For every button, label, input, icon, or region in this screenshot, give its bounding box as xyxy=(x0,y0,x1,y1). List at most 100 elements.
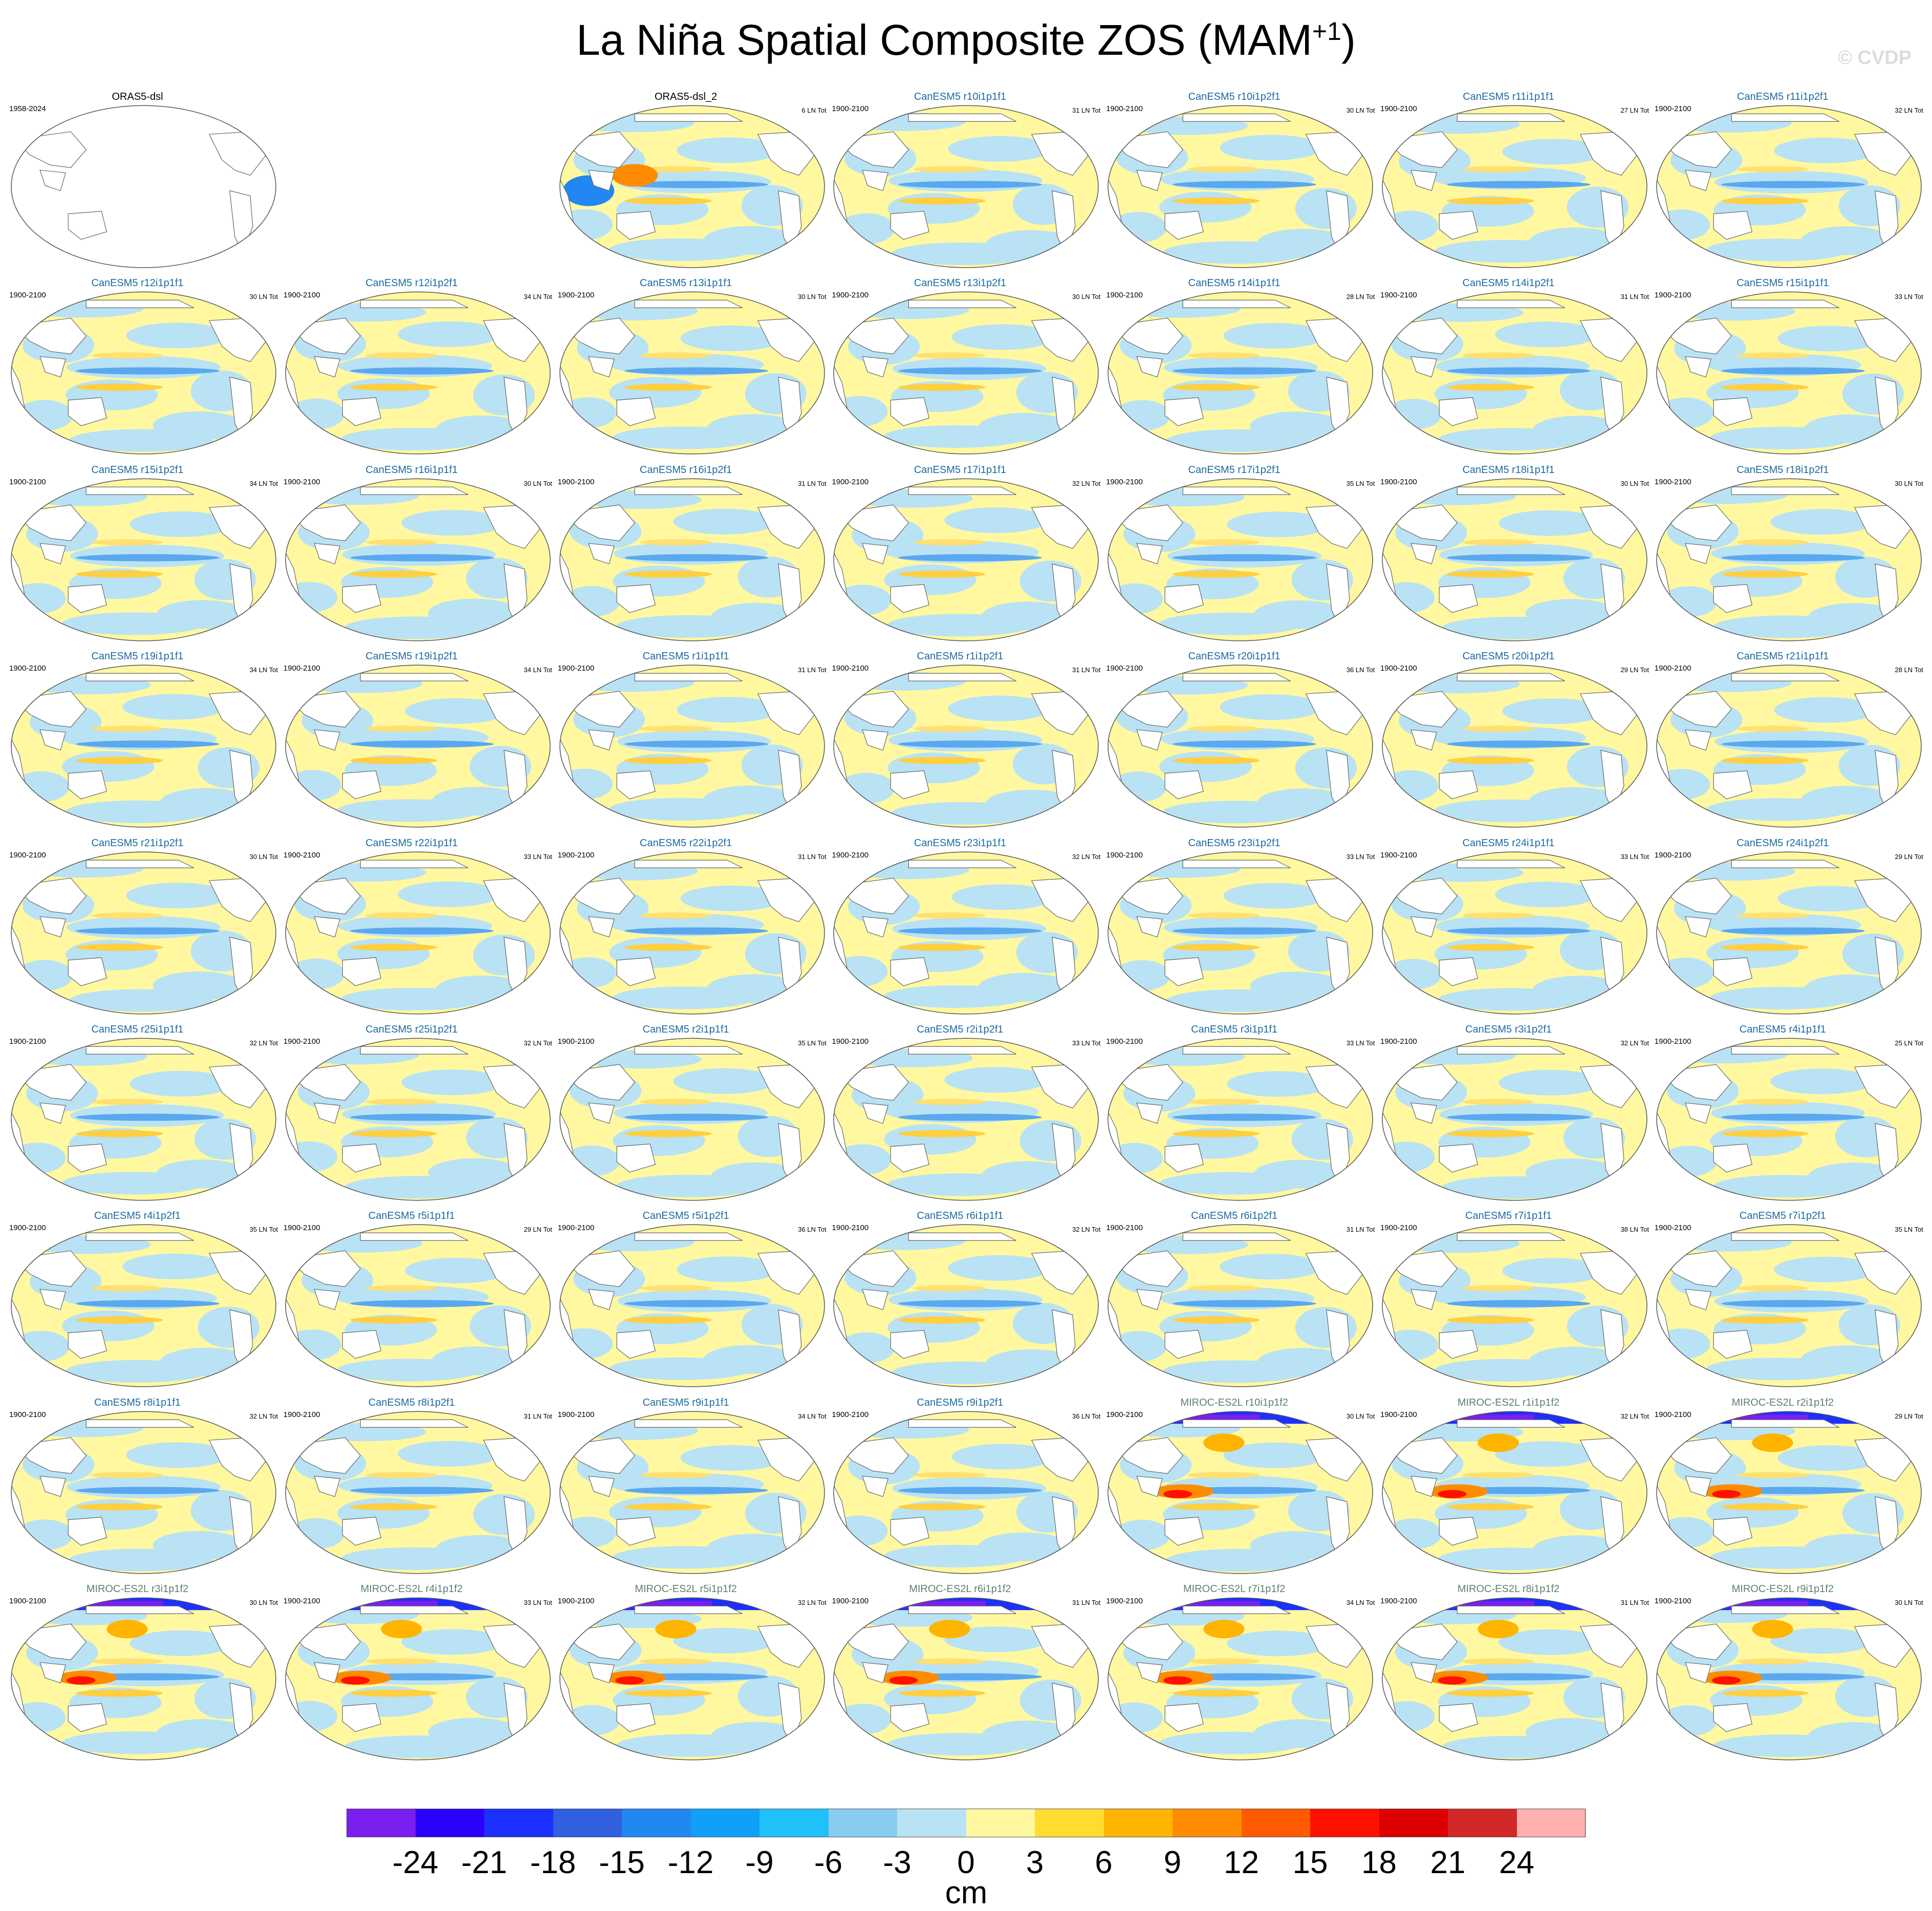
landmass xyxy=(588,543,615,565)
panel-event-count: 35 LN Tot xyxy=(798,1039,827,1047)
panel-title: CanESM5 r23i1p2f1 xyxy=(1188,837,1280,849)
map-plot xyxy=(285,1597,551,1760)
warm-anomaly-band xyxy=(1721,1503,1809,1511)
landmass xyxy=(1410,543,1437,565)
equatorial-anomaly-band xyxy=(898,367,1043,375)
negative-anomaly-region xyxy=(612,986,756,1009)
negative-anomaly-region xyxy=(1438,1548,1582,1571)
warm-anomaly-band xyxy=(365,912,438,919)
panel-year-range: 1900-2100 xyxy=(1654,1597,1691,1606)
negative-anomaly-region xyxy=(612,1545,756,1569)
landmass xyxy=(342,584,381,613)
landmass xyxy=(342,1516,381,1546)
landmass xyxy=(588,1102,615,1124)
warm-anomaly-core xyxy=(1478,1620,1519,1639)
negative-anomaly-region xyxy=(951,324,1055,350)
map-frame xyxy=(1656,664,1922,828)
warm-anomaly-core xyxy=(655,1620,697,1639)
map-frame xyxy=(559,1597,825,1760)
panel-year-range: 1900-2100 xyxy=(9,1597,46,1606)
map-plot xyxy=(833,664,1099,828)
warm-anomaly-band xyxy=(365,1658,438,1665)
panel-year-range: 1900-2100 xyxy=(1380,477,1417,486)
map-panel: CanESM5 r11i1p2f1 1900-2100 32 LN Tot xyxy=(1645,91,1923,278)
warm-anomaly-band xyxy=(1188,1099,1260,1105)
landmass xyxy=(1164,1703,1204,1732)
negative-anomaly-region xyxy=(888,729,1043,752)
negative-anomaly-region xyxy=(1382,210,1439,242)
coastline xyxy=(13,131,87,168)
negative-anomaly-region xyxy=(1159,1172,1303,1195)
landmass xyxy=(616,397,656,426)
map-plot xyxy=(559,1411,825,1574)
landmass xyxy=(588,916,615,937)
landmass xyxy=(85,486,194,495)
warm-anomaly-band xyxy=(1736,352,1809,359)
panel-event-count: 32 LN Tot xyxy=(249,1039,278,1047)
negative-anomaly-region xyxy=(673,1627,776,1654)
panel-year-range: 1900-2100 xyxy=(1654,1223,1691,1233)
landmass xyxy=(1136,729,1163,751)
warm-anomaly-core xyxy=(615,1676,644,1685)
panel-year-range: 1900-2100 xyxy=(283,850,320,860)
negative-anomaly-region xyxy=(401,1069,504,1096)
panel-year-range: 1900-2100 xyxy=(9,477,46,486)
map-panel: CanESM5 r7i1p2f1 1900-2100 35 LN Tot xyxy=(1645,1210,1923,1397)
panel-title: CanESM5 r21i1p1f1 xyxy=(1736,651,1829,662)
landmass xyxy=(342,1703,381,1732)
landmass xyxy=(360,860,468,868)
negative-anomaly-region xyxy=(1710,1546,1854,1569)
panel-year-range: 1900-2100 xyxy=(1654,850,1691,860)
negative-anomaly-region xyxy=(69,1549,213,1572)
warm-anomaly-core xyxy=(1438,1676,1467,1685)
panel-event-count: 33 LN Tot xyxy=(1620,852,1649,861)
negative-anomaly-region xyxy=(838,772,895,804)
map-plot xyxy=(1108,1038,1373,1201)
negative-anomaly-region xyxy=(129,1630,232,1657)
panel-title: CanESM5 r13i1p1f1 xyxy=(640,277,732,289)
warm-anomaly-band xyxy=(76,1130,163,1137)
panel-title: CanESM5 r22i1p2f1 xyxy=(640,837,732,849)
negative-anomaly-region xyxy=(673,1068,776,1094)
negative-anomaly-region xyxy=(1159,1731,1303,1754)
negative-anomaly-region xyxy=(838,1332,895,1364)
colorbar-tick-label: 9 xyxy=(1163,1845,1182,1880)
colorbar-tick-label: -15 xyxy=(599,1845,645,1880)
negative-anomaly-region xyxy=(1495,321,1598,348)
negative-anomaly-region xyxy=(1382,582,1435,613)
map-plot xyxy=(1656,1597,1922,1760)
panel-title: CanESM5 r7i1p1f1 xyxy=(1465,1210,1552,1222)
panel-year-range: 1900-2100 xyxy=(557,477,595,486)
map-panel: CanESM5 r1i1p1f1 1900-2100 31 LN Tot xyxy=(549,651,827,838)
map-frame xyxy=(833,105,1099,268)
negative-anomaly-region xyxy=(1435,1359,1578,1382)
panel-title: MIROC-ES2L r9i1p1f2 xyxy=(1731,1583,1834,1595)
warm-anomaly-core xyxy=(341,1676,370,1685)
map-frame xyxy=(285,1597,551,1760)
warm-anomaly-band xyxy=(365,1285,438,1292)
warm-anomaly-band xyxy=(1447,1316,1534,1324)
coastline xyxy=(39,169,66,191)
map-frame xyxy=(1656,291,1922,455)
negative-anomaly-region xyxy=(1711,1102,1865,1125)
landmass xyxy=(314,729,340,751)
warm-anomaly-band xyxy=(1462,1285,1534,1292)
map-panel: ORAS5-dsl_2 6 LN Tot xyxy=(549,91,827,278)
equatorial-anomaly-band xyxy=(624,740,768,748)
panel-event-count: 32 LN Tot xyxy=(524,1039,552,1047)
negative-anomaly-region xyxy=(1656,1328,1710,1360)
warm-anomaly-band xyxy=(1447,943,1534,951)
map-plot xyxy=(1108,1224,1373,1387)
warm-anomaly-band xyxy=(1188,1472,1260,1478)
warm-anomaly-band xyxy=(898,757,986,764)
panel-event-count: 33 LN Tot xyxy=(1895,293,1923,301)
landmass xyxy=(1685,916,1711,937)
negative-anomaly-region xyxy=(11,1702,66,1733)
negative-anomaly-region xyxy=(341,987,485,1011)
equatorial-anomaly-band xyxy=(1173,740,1316,748)
panel-title: CanESM5 r18i1p1f1 xyxy=(1462,464,1555,476)
negative-anomaly-region xyxy=(344,1176,488,1199)
warm-anomaly-band xyxy=(624,1503,712,1511)
panel-event-count: 30 LN Tot xyxy=(1072,293,1101,301)
warm-anomaly-core xyxy=(1752,1433,1793,1452)
